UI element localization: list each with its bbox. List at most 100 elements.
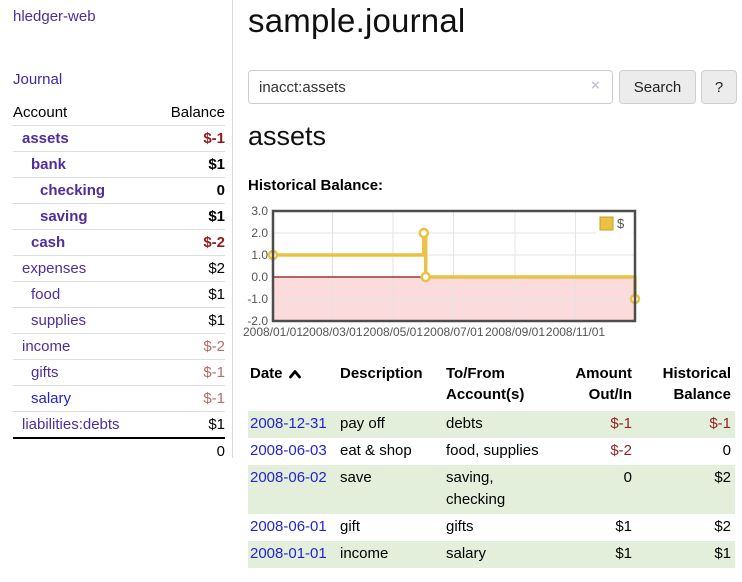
- account-link-gifts[interactable]: gifts: [31, 364, 59, 381]
- page-title: sample.journal: [248, 2, 466, 39]
- transaction-description: eat & shop: [340, 442, 412, 459]
- transaction-date-link[interactable]: 2008-12-31: [250, 415, 327, 432]
- svg-text:2008/01/01: 2008/01/01: [243, 325, 303, 339]
- historical-balance-chart[interactable]: $ 3.0 2.0 1.0 0.0 -1.0 -2.0 2008/01/01 2…: [240, 199, 742, 344]
- transaction-accounts: gifts: [446, 518, 474, 535]
- account-balance: $-2: [153, 333, 225, 360]
- transaction-row: 2008-06-03 eat & shop food, supplies $-2…: [248, 438, 735, 465]
- account-row: saving $1: [13, 203, 225, 230]
- account-link-expenses[interactable]: expenses: [22, 260, 87, 277]
- transaction-balance: 0: [722, 442, 731, 459]
- account-link-cash[interactable]: cash: [31, 234, 66, 251]
- transaction-balance: $2: [714, 518, 731, 535]
- svg-text:2008/03/01: 2008/03/01: [302, 325, 362, 339]
- transaction-date-link[interactable]: 2008-06-02: [250, 469, 327, 486]
- account-balance: $1: [153, 307, 225, 334]
- account-balance: 0: [153, 177, 225, 204]
- account-row: liabilities:debts $1: [13, 411, 225, 439]
- register-header-date[interactable]: Date: [248, 361, 338, 411]
- search-button[interactable]: Search: [619, 70, 696, 104]
- account-row: assets $-1: [13, 125, 225, 152]
- account-balance: $-1: [153, 125, 225, 152]
- transaction-description: gift: [340, 518, 361, 535]
- svg-text:2.0: 2.0: [251, 226, 268, 240]
- svg-text:2008/07/01: 2008/07/01: [423, 325, 483, 339]
- account-row: income $-2: [13, 333, 225, 360]
- account-link-salary[interactable]: salary: [31, 390, 72, 407]
- account-balance: $1: [153, 281, 225, 308]
- main-content: sample.journal × Search ? assets Histori…: [240, 0, 742, 582]
- transaction-date-link[interactable]: 2008-06-01: [250, 518, 327, 535]
- transaction-amount: $-2: [610, 442, 632, 459]
- legend-label: $: [617, 216, 625, 231]
- account-link-food[interactable]: food: [31, 286, 61, 303]
- account-balance: $1: [153, 203, 225, 230]
- transaction-accounts: debts: [446, 415, 483, 432]
- transaction-date-link[interactable]: 2008-01-01: [250, 545, 327, 562]
- account-row: expenses $2: [13, 255, 225, 282]
- account-row: salary $-1: [13, 385, 225, 412]
- help-button[interactable]: ?: [701, 70, 737, 104]
- transaction-amount: $-1: [610, 415, 632, 432]
- register-header-accounts: To/From Account(s): [446, 365, 525, 403]
- svg-text:-1.0: -1.0: [247, 292, 268, 306]
- account-row: cash $-2: [13, 229, 225, 256]
- transaction-balance: $1: [714, 545, 731, 562]
- account-row: checking 0: [13, 177, 225, 204]
- account-link-income[interactable]: income: [22, 338, 71, 355]
- x-axis-ticks: 2008/01/01 2008/03/01 2008/05/01 2008/07…: [243, 325, 605, 339]
- register-table: Date Description To/From Account(s) Amou…: [248, 361, 735, 568]
- transaction-description: pay off: [340, 415, 385, 432]
- account-row: bank $1: [13, 151, 225, 178]
- transaction-row: 2008-12-31 pay off debts $-1 $-1: [248, 411, 735, 438]
- account-link-supplies[interactable]: supplies: [31, 312, 87, 329]
- register-header-description: Description: [340, 365, 423, 382]
- transaction-balance: $2: [714, 469, 731, 486]
- account-balance: $1: [153, 411, 225, 439]
- register-header-amount: Amount Out/In: [575, 365, 632, 403]
- account-heading: assets: [248, 121, 327, 151]
- account-balance: $2: [153, 255, 225, 282]
- svg-text:2008/05/01: 2008/05/01: [363, 325, 423, 339]
- svg-text:2008/09/01: 2008/09/01: [485, 325, 545, 339]
- account-row: gifts $-1: [13, 359, 225, 386]
- app-brand-link[interactable]: hledger-web: [13, 8, 96, 25]
- svg-text:-2.0: -2.0: [247, 314, 268, 328]
- sort-ascending-icon: [288, 370, 301, 379]
- account-link-bank[interactable]: bank: [31, 156, 67, 173]
- transaction-description: save: [340, 469, 372, 486]
- sidebar-item-journal[interactable]: Journal: [13, 71, 63, 88]
- accounts-total-value: 0: [153, 437, 225, 464]
- chart-gridlines: [273, 211, 635, 321]
- account-link-assets[interactable]: assets: [22, 130, 69, 147]
- transaction-row: 2008-01-01 income salary $1 $1: [248, 541, 735, 568]
- sidebar: hledger-web Journal Account Balance asse…: [0, 0, 233, 464]
- accounts-header-balance: Balance: [153, 100, 225, 126]
- transaction-amount: $1: [615, 518, 632, 535]
- accounts-total-row: 0: [13, 437, 225, 464]
- account-balance: $1: [153, 151, 225, 178]
- transaction-accounts: food, supplies: [446, 442, 539, 459]
- account-link-saving[interactable]: saving: [40, 208, 88, 225]
- svg-text:0.0: 0.0: [251, 270, 268, 284]
- transaction-amount: $1: [615, 545, 632, 562]
- search-input[interactable]: [248, 70, 613, 104]
- legend-swatch: [599, 216, 614, 231]
- account-link-liabilities-debts[interactable]: liabilities:debts: [22, 416, 120, 433]
- account-balance: $-1: [153, 359, 225, 386]
- accounts-total-spacer: [13, 437, 154, 464]
- transaction-description: income: [340, 545, 389, 562]
- clear-search-icon[interactable]: ×: [591, 77, 600, 94]
- balance-series-points: [267, 227, 641, 305]
- transaction-row: 2008-06-01 gift gifts $1 $2: [248, 514, 735, 541]
- chart-title: Historical Balance:: [248, 177, 384, 194]
- account-row: food $1: [13, 281, 225, 308]
- transaction-accounts: salary: [446, 545, 487, 562]
- transaction-row: 2008-06-02 save saving, checking 0 $2: [248, 465, 735, 514]
- accounts-header-account: Account: [13, 100, 154, 126]
- transaction-date-link[interactable]: 2008-06-03: [250, 442, 327, 459]
- account-row: supplies $1: [13, 307, 225, 334]
- chart-border: [271, 209, 637, 323]
- accounts-table: Account Balance assets $-1 bank $1 check…: [13, 100, 225, 464]
- account-link-checking[interactable]: checking: [40, 182, 106, 199]
